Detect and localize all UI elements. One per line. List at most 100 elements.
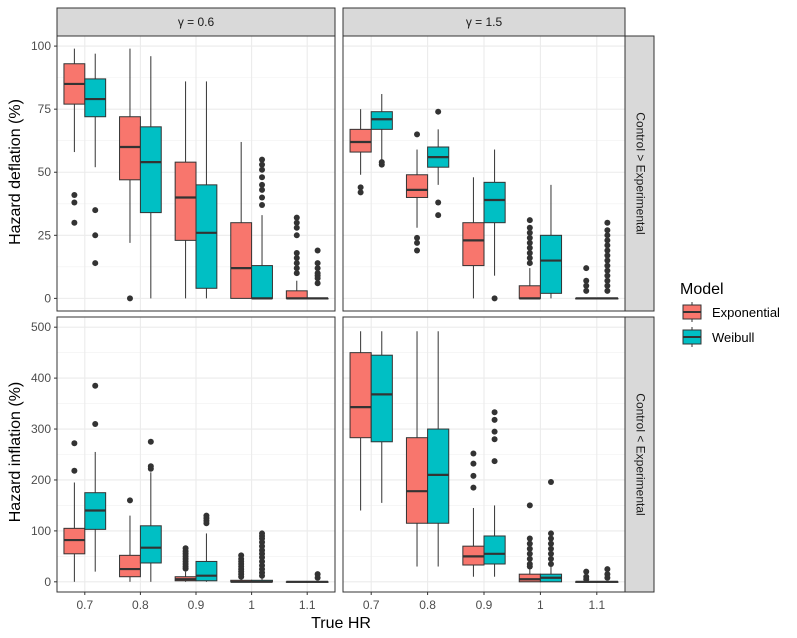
outlier-point — [71, 467, 78, 474]
x-tick-label: 1.1 — [299, 598, 316, 612]
outlier-point — [547, 550, 554, 557]
box-exponential-1.1 — [575, 568, 598, 583]
outlier-point — [293, 270, 300, 277]
panels-layer: γ = 0.6 γ = 1.5 Control > Experimental Cont… — [31, 7, 655, 612]
x-tick-label: 0.8 — [132, 598, 149, 612]
outlier-point — [71, 199, 78, 206]
box-weibull-0.9 — [483, 149, 506, 302]
outlier-point — [470, 460, 477, 467]
outlier-point — [526, 550, 533, 557]
x-tick-label: 1.1 — [588, 598, 605, 612]
outlier-point — [604, 232, 611, 239]
legend-label-exponential: Exponential — [712, 305, 780, 320]
outlier-point — [583, 282, 590, 289]
box-exponential-1 — [518, 502, 541, 583]
outlier-point — [491, 416, 498, 423]
outlier-point — [604, 287, 611, 294]
outlier-point — [314, 265, 321, 272]
outlier-point — [314, 280, 321, 287]
y-tick-label: 200 — [31, 473, 51, 487]
outlier-point — [259, 194, 266, 201]
box-weibull-1.1 — [596, 219, 619, 300]
box-body — [174, 161, 197, 241]
outlier-point — [259, 156, 266, 163]
box-body — [195, 560, 218, 582]
box-body — [349, 128, 372, 153]
box-weibull-0.8 — [427, 331, 450, 567]
outlier-point — [526, 555, 533, 562]
box-body — [518, 573, 541, 583]
outlier-point — [293, 249, 300, 256]
outlier-point — [435, 199, 442, 206]
outlier-point — [293, 232, 300, 239]
outlier-point — [71, 219, 78, 226]
y-tick-label: 50 — [38, 165, 52, 179]
outlier-point — [583, 277, 590, 284]
x-tick-label: 0.9 — [188, 598, 205, 612]
box-body — [518, 285, 541, 299]
box-body — [285, 290, 308, 299]
outlier-point — [126, 295, 133, 302]
outlier-point — [547, 560, 554, 567]
outlier-point — [293, 265, 300, 272]
outlier-point — [604, 277, 611, 284]
outlier-point — [491, 436, 498, 443]
outlier-point — [526, 545, 533, 552]
box-body — [427, 428, 450, 524]
outlier-point — [92, 207, 99, 214]
outlier-point — [92, 260, 99, 267]
outlier-point — [259, 166, 266, 173]
outlier-point — [604, 282, 611, 289]
y-tick-label: 0 — [44, 575, 51, 589]
y-tick-label: 25 — [38, 228, 52, 242]
panel-border — [56, 35, 336, 312]
box-weibull-0.9 — [195, 81, 218, 299]
outlier-point — [491, 428, 498, 435]
outlier-point — [314, 574, 321, 581]
outlier-point — [435, 108, 442, 115]
outlier-point — [293, 219, 300, 226]
outlier-point — [604, 237, 611, 244]
outlier-point — [547, 540, 554, 547]
box-body — [483, 535, 506, 565]
outlier-point — [526, 502, 533, 509]
box-exponential-0.9 — [174, 81, 197, 299]
box-exponential-0.8 — [405, 131, 429, 254]
outlier-point — [92, 420, 99, 427]
x-tick-label: 0.8 — [419, 598, 436, 612]
outlier-point — [526, 234, 533, 241]
box-weibull-1.1 — [306, 571, 329, 583]
box-body — [84, 78, 107, 118]
legend: Model Exponential Weibull — [680, 281, 780, 347]
outlier-point — [526, 249, 533, 256]
outlier-point — [71, 440, 78, 447]
y-axis-label-bottom: Hazard inflation (%) — [7, 382, 24, 523]
box-body — [349, 352, 372, 439]
outlier-point — [259, 174, 266, 181]
outlier-point — [147, 465, 154, 472]
row-strip-label-1: Control < Experimental — [633, 393, 647, 515]
outlier-point — [314, 247, 321, 254]
box-weibull-1 — [539, 184, 563, 299]
outlier-point — [526, 535, 533, 542]
outlier-point — [526, 229, 533, 236]
outlier-point — [259, 161, 266, 168]
box-exponential-0.9 — [462, 177, 485, 299]
outlier-point — [583, 287, 590, 294]
panel-border — [56, 316, 336, 593]
outlier-point — [604, 219, 611, 226]
y-tick-label: 400 — [31, 371, 51, 385]
outlier-point — [604, 242, 611, 249]
panel-border — [342, 35, 626, 312]
outlier-point — [526, 255, 533, 262]
outlier-point — [238, 573, 245, 580]
panel-r0-c0 — [56, 35, 336, 312]
box-exponential-1.1 — [285, 214, 308, 300]
outlier-point — [470, 472, 477, 479]
box-body — [230, 222, 253, 299]
outlier-point — [491, 458, 498, 465]
legend-label-weibull: Weibull — [712, 330, 755, 345]
box-exponential-0.7 — [63, 48, 86, 226]
box-exponential-0.9 — [174, 545, 197, 582]
outlier-point — [435, 212, 442, 219]
